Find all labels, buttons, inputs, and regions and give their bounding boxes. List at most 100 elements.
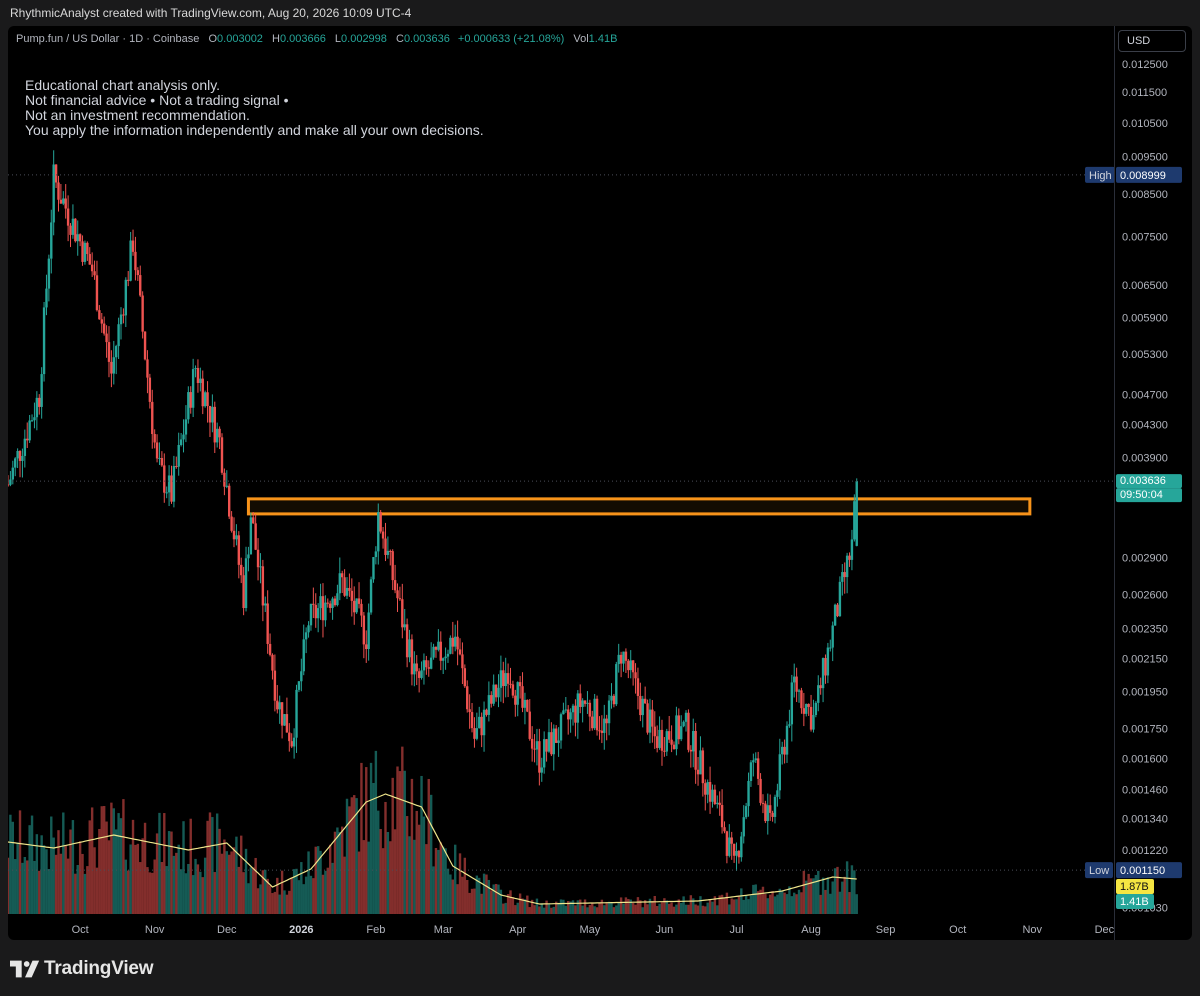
volume-bar xyxy=(278,894,281,914)
candle-body xyxy=(850,539,854,560)
volume-bar xyxy=(535,898,539,914)
volume-label: Vol xyxy=(573,33,589,45)
volume-bar xyxy=(692,898,695,914)
volume-bar xyxy=(381,848,385,914)
volume-bar xyxy=(266,878,269,914)
x-tick-label: Oct xyxy=(949,924,966,936)
candle-body xyxy=(64,198,67,209)
candle-body xyxy=(639,695,642,716)
candle-body xyxy=(579,693,582,707)
volume-bar xyxy=(670,902,673,914)
volume-bar xyxy=(52,837,55,914)
candle-body xyxy=(492,684,495,704)
currency-button[interactable]: USD xyxy=(1118,30,1186,52)
candle-body xyxy=(444,656,447,659)
volume-bar xyxy=(350,797,354,914)
volume-bar xyxy=(466,880,469,914)
volume-bar xyxy=(307,851,310,914)
volume-bar xyxy=(184,873,188,914)
volume-bar xyxy=(302,884,305,914)
candle-body xyxy=(427,667,430,669)
candle-body xyxy=(853,501,856,540)
volume-bar xyxy=(802,870,806,914)
volume-bar xyxy=(533,905,536,914)
volume-bar xyxy=(475,875,479,914)
x-tick-label: Nov xyxy=(1022,924,1042,936)
candle-body xyxy=(728,837,731,856)
volume-bar xyxy=(261,870,265,914)
y-tick-label: 0.003900 xyxy=(1122,452,1168,464)
candle-body xyxy=(475,728,479,739)
symbol-legend[interactable]: Pump.fun / US Dollar · 1D · Coinbase O0.… xyxy=(16,33,617,45)
low-label: L xyxy=(334,33,342,45)
candle-body xyxy=(571,705,575,713)
candle-body xyxy=(199,378,202,383)
candle-body xyxy=(478,716,481,729)
volume-bar xyxy=(88,820,91,914)
volume-bar xyxy=(836,866,839,914)
volume-bar xyxy=(338,831,341,914)
candle-body xyxy=(177,445,180,467)
countdown-tag: 09:50:04 xyxy=(1116,488,1182,503)
symbol-name[interactable]: Pump.fun / US Dollar · 1D · Coinbase xyxy=(16,33,200,45)
candle-body xyxy=(530,738,534,749)
resistance-zone[interactable] xyxy=(246,497,1032,516)
candle-body xyxy=(151,401,154,435)
candle-body xyxy=(752,760,755,763)
candle-body xyxy=(514,695,517,705)
candle-body xyxy=(838,581,842,617)
volume-bar xyxy=(454,844,457,914)
candle-body xyxy=(574,705,577,723)
chart-frame[interactable]: 0.012500 0.011500 0.010500 0.009500 0.008500… xyxy=(8,26,1192,940)
candle-body xyxy=(607,700,611,724)
volume-bar xyxy=(141,838,144,914)
volume-bar xyxy=(316,846,320,914)
candle-body xyxy=(720,805,724,828)
volume-bar xyxy=(21,862,24,914)
candle-body xyxy=(50,222,53,259)
volume-bar xyxy=(829,893,832,914)
candle-body xyxy=(331,598,334,609)
candle-body xyxy=(365,644,368,650)
volume-bar xyxy=(11,821,15,914)
y-axis: 0.012500 0.011500 0.010500 0.009500 0.008500… xyxy=(1122,59,1168,915)
volume-bar xyxy=(432,866,435,914)
candle-body xyxy=(461,654,464,669)
tradingview-logo[interactable]: TradingView xyxy=(10,958,154,980)
candlestick-chart[interactable]: 0.012500 0.011500 0.010500 0.009500 0.008500… xyxy=(8,26,1192,940)
countdown-tag-bg xyxy=(1116,488,1182,503)
volume-bar xyxy=(826,877,830,914)
high-label-tag-text: High xyxy=(1089,170,1112,182)
candle-body xyxy=(759,778,762,803)
volume-bar xyxy=(326,867,329,914)
volume-bar xyxy=(117,813,120,914)
candle-body xyxy=(581,700,584,707)
volume-bar xyxy=(285,894,289,914)
volume-bar xyxy=(360,762,363,914)
volume-bar xyxy=(506,894,510,914)
y-tick-label: 0.008500 xyxy=(1122,189,1168,201)
volume-bar xyxy=(244,848,248,914)
candle-body xyxy=(521,686,524,708)
volume-bar xyxy=(473,888,476,914)
candle-body xyxy=(814,702,818,716)
volume-bar xyxy=(343,856,346,914)
candles-layer xyxy=(8,150,858,871)
candle-body xyxy=(105,333,108,343)
candle-body xyxy=(14,458,17,468)
volume-bar xyxy=(268,885,272,914)
candle-body xyxy=(247,554,250,559)
candle-body xyxy=(708,782,712,802)
candle-body xyxy=(348,587,351,591)
candle-body xyxy=(208,405,212,423)
candle-body xyxy=(663,750,666,752)
candle-body xyxy=(235,535,238,540)
candle-body xyxy=(687,712,690,750)
candle-body xyxy=(8,484,10,486)
volume-bar xyxy=(110,802,113,914)
volume-bar xyxy=(355,798,358,914)
volume-bar xyxy=(377,810,380,914)
candle-body xyxy=(422,660,426,671)
y-tick-label: 0.012500 xyxy=(1122,59,1168,71)
candle-body xyxy=(95,275,99,311)
